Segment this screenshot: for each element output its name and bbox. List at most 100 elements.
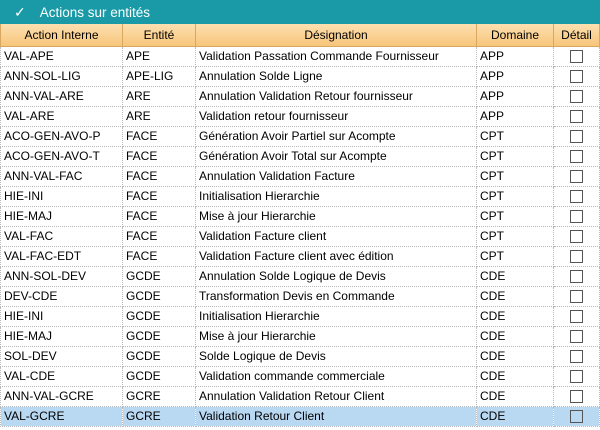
table-row[interactable]: VAL-CDE GCDE Validation commande commercia… [0, 365, 600, 387]
domaine-cell: CPT [476, 165, 554, 187]
action-cell: VAL-FAC [0, 225, 123, 247]
entite-cell: FACE [122, 125, 196, 147]
action-cell: VAL-ARE [0, 105, 123, 127]
checkmark-icon: ✓ [14, 3, 26, 20]
column-header-action[interactable]: Action Interne [0, 24, 123, 47]
designation-cell: Mise à jour Hierarchie [195, 205, 477, 227]
detail-cell [553, 245, 600, 267]
detail-checkbox[interactable] [570, 310, 583, 324]
designation-cell: Génération Avoir Partiel sur Acompte [195, 125, 477, 147]
detail-checkbox[interactable] [570, 290, 583, 304]
detail-cell [553, 165, 600, 187]
detail-checkbox[interactable] [570, 350, 583, 364]
detail-checkbox[interactable] [570, 110, 583, 124]
table-row[interactable]: ANN-VAL-FAC FACE Annulation Validation Fac… [0, 165, 600, 187]
panel-title-bar[interactable]: ✓ Actions sur entités [0, 0, 600, 24]
entite-cell: FACE [122, 245, 196, 267]
detail-checkbox[interactable] [570, 330, 583, 344]
action-cell: ANN-VAL-FAC [0, 165, 123, 187]
detail-checkbox[interactable] [570, 150, 583, 164]
table-row[interactable]: HIE-MAJ FACE Mise à jour Hierarchie CPT [0, 205, 600, 227]
detail-checkbox[interactable] [570, 250, 583, 264]
action-cell: ANN-VAL-ARE [0, 85, 123, 107]
entite-cell: GCDE [122, 305, 196, 327]
designation-cell: Validation Passation Commande Fournisseu… [195, 45, 477, 67]
domaine-cell: APP [476, 105, 554, 127]
designation-cell: Transformation Devis en Commande [195, 285, 477, 307]
action-cell: HIE-MAJ [0, 325, 123, 347]
table-row[interactable]: VAL-APE APE Validation Passation Commande … [0, 45, 600, 67]
table-row[interactable]: ANN-SOL-DEV GCDE Annulation Solde Logique … [0, 265, 600, 287]
designation-cell: Mise à jour Hierarchie [195, 325, 477, 347]
detail-checkbox[interactable] [570, 70, 583, 84]
domaine-cell: CDE [476, 305, 554, 327]
domaine-cell: CPT [476, 145, 554, 167]
domaine-cell: CDE [476, 265, 554, 287]
detail-cell [553, 305, 600, 327]
detail-checkbox[interactable] [570, 170, 583, 184]
table-row[interactable]: ANN-VAL-GCRE GCRE Annulation Validation Re… [0, 385, 600, 407]
table-row[interactable]: VAL-ARE ARE Validation retour fournisseur A… [0, 105, 600, 127]
action-cell: ANN-SOL-DEV [0, 265, 123, 287]
detail-checkbox[interactable] [570, 50, 583, 64]
table-row[interactable]: DEV-CDE GCDE Transformation Devis en Comma… [0, 285, 600, 307]
detail-checkbox[interactable] [570, 190, 583, 204]
entite-cell: GCDE [122, 285, 196, 307]
designation-cell: Solde Logique de Devis [195, 345, 477, 367]
detail-checkbox[interactable] [570, 390, 583, 404]
action-cell: HIE-INI [0, 185, 123, 207]
designation-cell: Annulation Validation Retour fournisseur [195, 85, 477, 107]
domaine-cell: CPT [476, 125, 554, 147]
entite-cell: APE [122, 45, 196, 67]
detail-cell [553, 145, 600, 167]
designation-cell: Génération Avoir Total sur Acompte [195, 145, 477, 167]
entite-cell: APE-LIG [122, 65, 196, 87]
domaine-cell: CPT [476, 245, 554, 267]
detail-checkbox[interactable] [570, 230, 583, 244]
action-cell: ACO-GEN-AVO-T [0, 145, 123, 167]
table-row[interactable]: HIE-INI GCDE Initialisation Hierarchie CDE [0, 305, 600, 327]
column-header-entite[interactable]: Entité [122, 24, 196, 47]
designation-cell: Validation retour fournisseur [195, 105, 477, 127]
detail-checkbox[interactable] [570, 210, 583, 224]
designation-cell: Annulation Solde Ligne [195, 65, 477, 87]
actions-table: Action Interne Entité Désignation Domain… [0, 24, 600, 427]
detail-cell [553, 125, 600, 147]
action-cell: VAL-FAC-EDT [0, 245, 123, 267]
table-row[interactable]: HIE-MAJ GCDE Mise à jour Hierarchie CDE [0, 325, 600, 347]
panel-title: Actions sur entités [39, 4, 151, 20]
table-row[interactable]: ACO-GEN-AVO-T FACE Génération Avoir Total … [0, 145, 600, 167]
detail-cell [553, 345, 600, 367]
table-row[interactable]: VAL-GCRE GCRE Validation Retour Client CDE [0, 405, 600, 427]
table-row[interactable]: HIE-INI FACE Initialisation Hierarchie CPT [0, 185, 600, 207]
entite-cell: GCDE [122, 345, 196, 367]
column-header-designation[interactable]: Désignation [195, 24, 477, 47]
column-header-detail[interactable]: Détail [553, 24, 600, 47]
designation-cell: Annulation Validation Facture [195, 165, 477, 187]
detail-checkbox[interactable] [570, 90, 583, 104]
entite-cell: GCDE [122, 325, 196, 347]
designation-cell: Initialisation Hierarchie [195, 305, 477, 327]
table-row[interactable]: ANN-SOL-LIG APE-LIG Annulation Solde Ligne… [0, 65, 600, 87]
detail-cell [553, 225, 600, 247]
domaine-cell: CDE [476, 285, 554, 307]
column-header-domaine[interactable]: Domaine [476, 24, 554, 47]
designation-cell: Validation commande commerciale [195, 365, 477, 387]
domaine-cell: CPT [476, 205, 554, 227]
table-row[interactable]: SOL-DEV GCDE Solde Logique de Devis CDE [0, 345, 600, 367]
detail-checkbox[interactable] [570, 370, 583, 384]
detail-checkbox[interactable] [570, 270, 583, 284]
table-row[interactable]: VAL-FAC FACE Validation Facture client CPT [0, 225, 600, 247]
entite-cell: ARE [122, 85, 196, 107]
action-cell: ANN-SOL-LIG [0, 65, 123, 87]
table-row[interactable]: VAL-FAC-EDT FACE Validation Facture client… [0, 245, 600, 267]
domaine-cell: CDE [476, 345, 554, 367]
detail-cell [553, 65, 600, 87]
table-row[interactable]: ANN-VAL-ARE ARE Annulation Validation Reto… [0, 85, 600, 107]
detail-cell [553, 405, 600, 427]
detail-checkbox[interactable] [570, 410, 583, 424]
detail-checkbox[interactable] [570, 130, 583, 144]
detail-cell [553, 105, 600, 127]
action-cell: ANN-VAL-GCRE [0, 385, 123, 407]
table-row[interactable]: ACO-GEN-AVO-P FACE Génération Avoir Partie… [0, 125, 600, 147]
